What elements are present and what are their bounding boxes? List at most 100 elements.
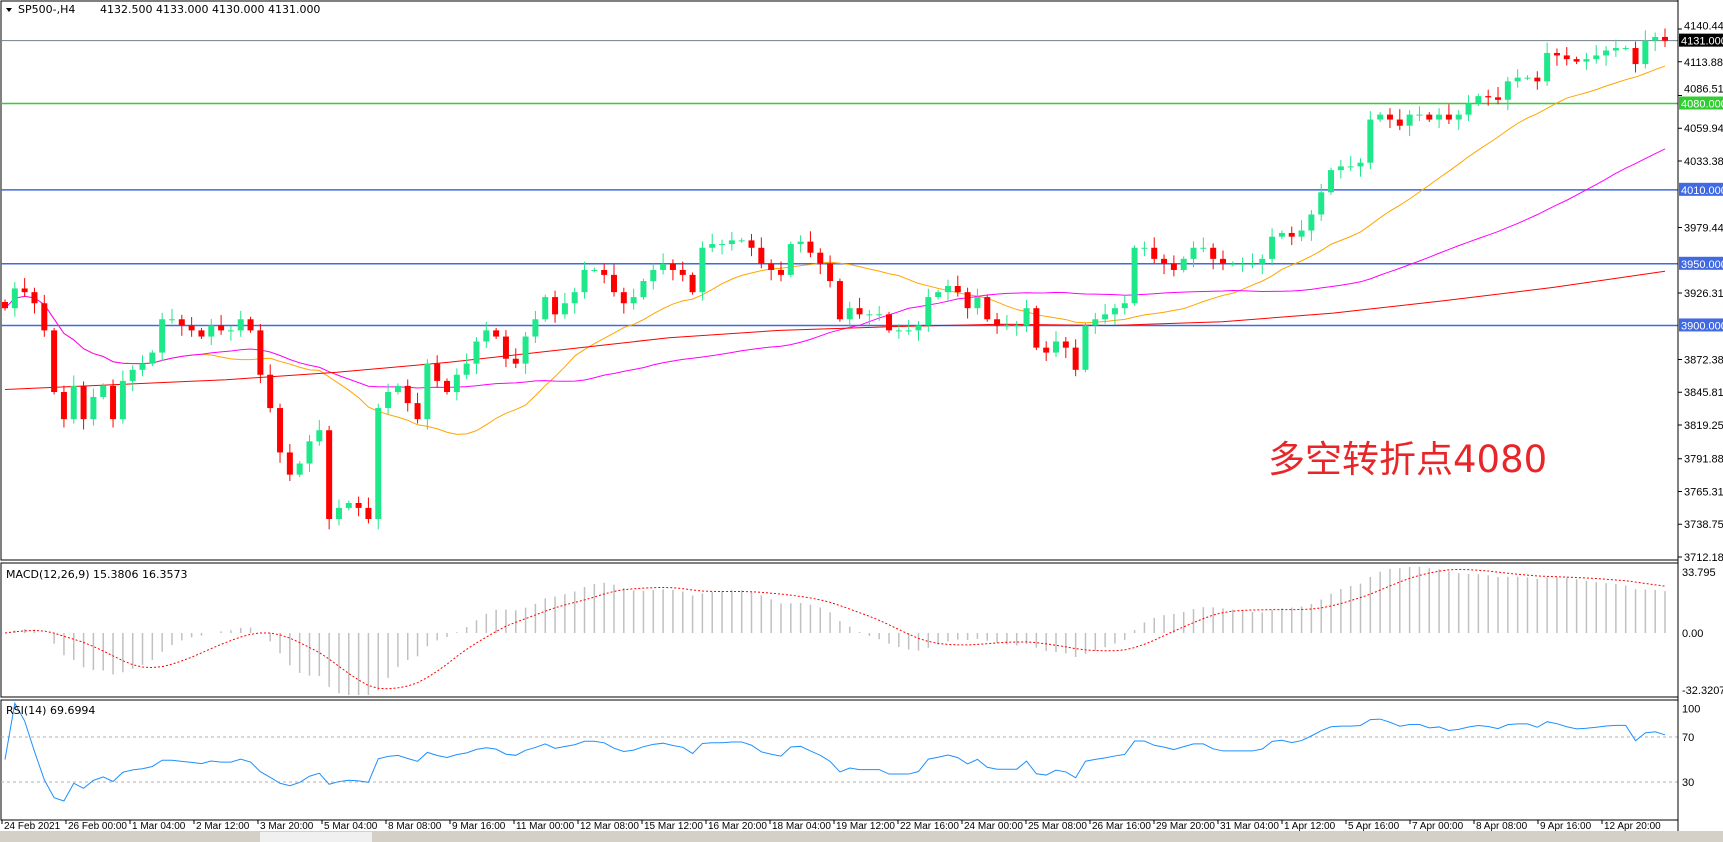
candle-body [689, 274, 696, 293]
candle-body [876, 314, 883, 316]
candle [1396, 109, 1403, 131]
candle [1386, 108, 1393, 128]
candle-body [1652, 36, 1659, 41]
candle [277, 403, 284, 463]
scrollbar-thumb[interactable] [260, 832, 372, 842]
candle [159, 312, 166, 361]
candle [836, 278, 843, 322]
candle [1102, 303, 1109, 324]
candle-body [719, 244, 726, 246]
candle [1239, 257, 1246, 273]
candle [414, 392, 421, 424]
candle [129, 365, 136, 392]
candle-body [935, 292, 942, 298]
candle [1583, 52, 1590, 70]
candle [483, 321, 490, 348]
candle [326, 425, 333, 530]
candle-body [1544, 52, 1551, 82]
candle-body [198, 330, 205, 337]
candle [1426, 112, 1433, 123]
candle [630, 288, 637, 310]
candle [80, 381, 87, 430]
candle-body [650, 269, 657, 282]
candle-body [512, 358, 519, 364]
candle-body [1308, 214, 1315, 231]
price-tick-label: 3845.815 [1684, 387, 1723, 399]
candle [552, 290, 559, 323]
candle [286, 444, 293, 482]
candle [610, 264, 617, 297]
candle-body [1219, 258, 1226, 264]
time-tick-label: 24 Mar 00:00 [964, 821, 1023, 832]
candle [31, 287, 38, 314]
candle [797, 235, 804, 253]
candle [1377, 112, 1384, 123]
time-tick-label: 11 Mar 00:00 [516, 821, 575, 832]
candle-body [286, 452, 293, 475]
candle [1269, 228, 1276, 266]
candle [198, 327, 205, 340]
candle [1210, 243, 1217, 270]
candle [1092, 312, 1099, 334]
candle [827, 255, 834, 288]
candle [1495, 87, 1502, 105]
candle-body [846, 308, 853, 320]
candle [1003, 315, 1010, 330]
candle [758, 237, 765, 269]
candle-body [218, 325, 225, 331]
time-tick-label: 1 Mar 04:00 [132, 821, 186, 832]
candle-body [1141, 247, 1148, 249]
candle-body [463, 363, 470, 375]
candle-body [404, 385, 411, 404]
candle [1131, 245, 1138, 306]
time-tick-label: 22 Mar 16:00 [900, 821, 959, 832]
candle-body [1386, 114, 1393, 120]
candle-body [1259, 258, 1266, 264]
time-tick-label: 18 Mar 04:00 [772, 821, 831, 832]
candle-body [1396, 119, 1403, 126]
candle-body [1161, 258, 1168, 264]
candle-body [1436, 114, 1443, 120]
candle [178, 314, 185, 336]
candle-body [1200, 247, 1207, 249]
price-tick-label: 4033.380 [1684, 156, 1723, 168]
candle-body [444, 380, 451, 393]
candle [1062, 337, 1069, 358]
candle [60, 385, 67, 428]
candle-body [100, 385, 107, 397]
candle [876, 305, 883, 321]
candle [1524, 75, 1531, 81]
candle [2, 299, 8, 311]
candle [709, 233, 716, 253]
rsi-tick-label: 100 [1682, 703, 1700, 715]
candle [1445, 104, 1452, 124]
moving-average-line [4, 65, 1666, 435]
time-tick-label: 24 Feb 2021 [4, 821, 61, 832]
candle-body [905, 330, 912, 332]
candle-body [777, 269, 784, 275]
candle-body [237, 319, 244, 331]
candle-body [1062, 341, 1069, 348]
candle-body [277, 408, 284, 453]
candle [1622, 45, 1629, 51]
candle-body [738, 240, 745, 242]
candle-body [257, 330, 264, 375]
candle-body [944, 285, 951, 293]
candle [581, 261, 588, 299]
macd-plot [4, 566, 1666, 695]
time-tick-label: 29 Mar 20:00 [1156, 821, 1215, 832]
price-tick-label: 3791.880 [1684, 454, 1723, 466]
candle-body [1504, 81, 1511, 100]
candle [1328, 167, 1335, 195]
time-tick-label: 5 Mar 04:00 [324, 821, 378, 832]
candle [1180, 256, 1187, 273]
candle-body [473, 341, 480, 364]
candle [355, 496, 362, 517]
candle-body [561, 303, 568, 315]
candle-body [571, 292, 578, 304]
candle [1593, 45, 1600, 64]
collapse-triangle-icon[interactable] [6, 8, 12, 12]
candle [316, 419, 323, 446]
candle [1072, 339, 1079, 377]
